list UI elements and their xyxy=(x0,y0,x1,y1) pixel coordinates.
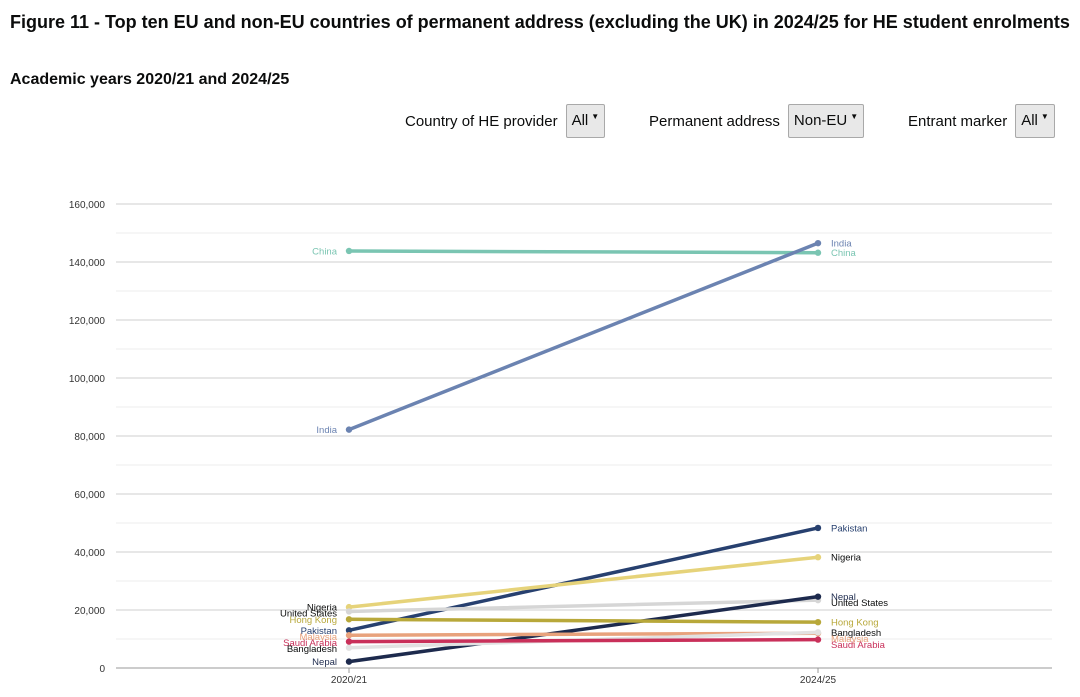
y-tick-label: 40,000 xyxy=(74,548,105,559)
series-end-label: Bangladesh xyxy=(287,644,337,655)
series-end-label: India xyxy=(316,425,337,436)
filter-permanent-address: Permanent address Non-EU ▼ xyxy=(649,104,865,138)
data-point xyxy=(814,593,822,600)
data-point xyxy=(814,554,822,561)
dropdown-value: All xyxy=(571,112,589,129)
country-of-he-provider-dropdown[interactable]: All ▼ xyxy=(565,104,606,138)
series-end-label: Saudi Arabia xyxy=(831,640,886,651)
caret-down-icon: ▼ xyxy=(1040,112,1049,121)
figure-subtitle: Academic years 2020/21 and 2024/25 xyxy=(10,71,290,88)
y-tick-label: 0 xyxy=(99,664,105,675)
filter-country-of-he-provider: Country of HE provider All ▼ xyxy=(405,104,606,138)
dropdown-value: Non-EU xyxy=(793,112,848,129)
series-end-label: China xyxy=(312,246,338,257)
series-line xyxy=(347,241,820,432)
series-end-label: China xyxy=(831,248,857,259)
series-line xyxy=(347,617,820,624)
data-point xyxy=(814,618,822,626)
series-end-label: Nigeria xyxy=(307,603,338,614)
series-end-label: Malaysia xyxy=(831,634,869,645)
series-end-label: United States xyxy=(831,598,888,609)
data-point xyxy=(814,239,822,247)
filter-bar: Country of HE provider All ▼ Permanent a… xyxy=(0,104,1080,138)
series-line xyxy=(347,594,820,664)
filter-label: Country of HE provider xyxy=(405,112,558,130)
data-point xyxy=(345,644,353,651)
series-end-label: India xyxy=(831,239,852,250)
series-line xyxy=(347,637,820,644)
data-point xyxy=(345,608,353,615)
series-end-label: Pakistan xyxy=(831,523,867,534)
data-point xyxy=(814,636,822,643)
data-point xyxy=(814,249,822,256)
series-end-label: Pakistan xyxy=(301,626,337,637)
caret-down-icon: ▼ xyxy=(850,112,859,121)
entrant-marker-dropdown[interactable]: All ▼ xyxy=(1015,104,1055,138)
series-line xyxy=(347,598,820,614)
x-tick-label: 2024/25 xyxy=(800,675,837,686)
x-tick-label: 2020/21 xyxy=(331,675,368,686)
data-point xyxy=(345,638,353,645)
data-point xyxy=(345,616,353,623)
filter-label: Permanent address xyxy=(649,112,780,130)
y-tick-label: 60,000 xyxy=(74,490,105,501)
series-end-label: Malaysia xyxy=(300,632,338,643)
series-end-label: Nigeria xyxy=(831,553,862,564)
filter-entrant-marker: Entrant marker All ▼ xyxy=(908,104,1055,138)
series-end-label: Hong Kong xyxy=(831,618,879,629)
data-point xyxy=(345,632,353,639)
series-line xyxy=(347,555,820,609)
y-tick-label: 20,000 xyxy=(74,606,105,617)
slope-chart: 0 20,000 40,000 60,000 80,000 100,000 120,000 1… xyxy=(69,200,1052,686)
data-point xyxy=(345,426,353,433)
series-end-label: Nepal xyxy=(831,592,856,603)
data-point xyxy=(345,658,353,665)
y-tick-label: 140,000 xyxy=(69,258,106,269)
y-tick-label: 100,000 xyxy=(69,374,106,385)
series-end-label: Bangladesh xyxy=(831,628,881,639)
data-point xyxy=(814,629,822,636)
y-tick-label: 80,000 xyxy=(74,432,105,443)
data-point xyxy=(345,247,353,255)
dropdown-value: All xyxy=(1021,112,1038,129)
series-end-label: Nepal xyxy=(312,657,337,668)
y-tick-label: 120,000 xyxy=(69,316,106,327)
y-tick-label: 160,000 xyxy=(69,200,106,211)
data-point xyxy=(345,627,353,634)
series-line xyxy=(347,526,820,633)
filter-label: Entrant marker xyxy=(908,112,1008,130)
data-point xyxy=(814,524,822,532)
figure-title: Figure 11 - Top ten EU and non-EU countr… xyxy=(10,12,1070,32)
series-end-label: Hong Kong xyxy=(289,615,337,626)
series-end-label: Saudi Arabia xyxy=(283,638,338,649)
permanent-address-dropdown[interactable]: Non-EU ▼ xyxy=(787,104,865,138)
series-line xyxy=(347,249,820,255)
series-end-label: United States xyxy=(280,609,337,620)
caret-down-icon: ▼ xyxy=(591,112,600,121)
